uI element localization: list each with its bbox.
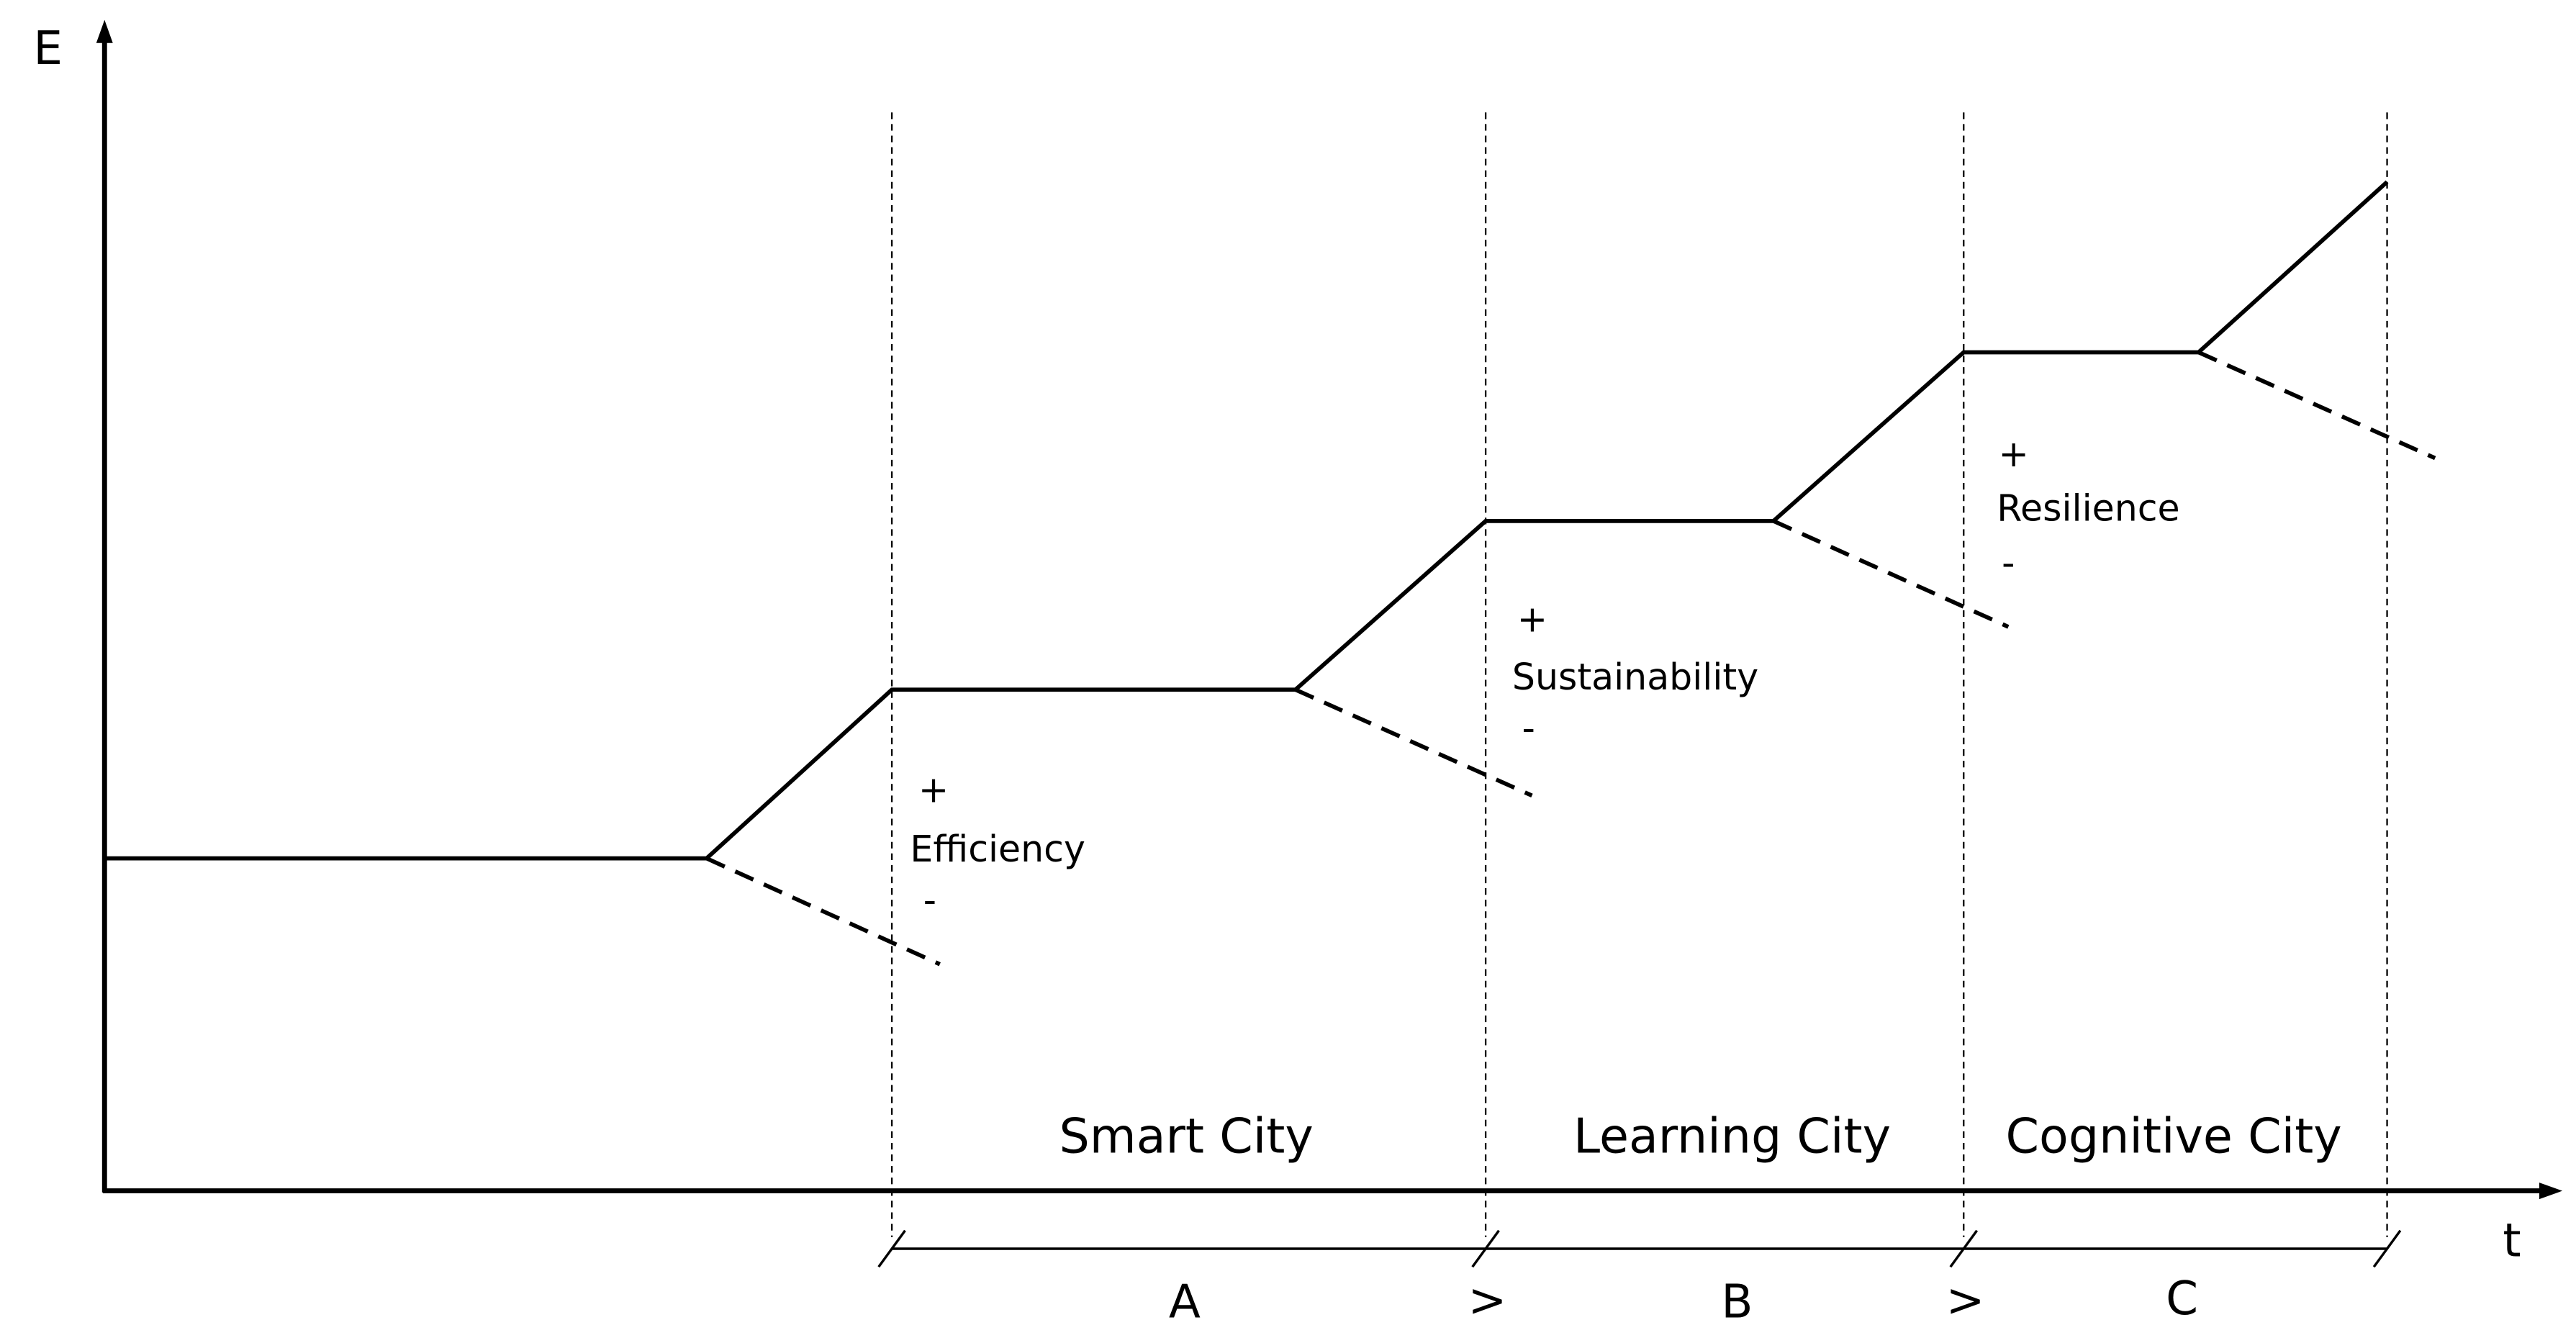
separator: > xyxy=(1946,1273,1985,1327)
evolution-line xyxy=(104,180,2389,861)
phase-letter: A xyxy=(1169,1275,1201,1329)
annotation-label: Sustainability xyxy=(1512,656,1758,698)
plus-sign: + xyxy=(918,768,949,810)
annotation-label: Resilience xyxy=(1997,487,2179,530)
x-axis-arrow xyxy=(2539,1183,2563,1200)
phase-letter: B xyxy=(1721,1275,1753,1329)
decline-branch xyxy=(1772,519,2010,629)
minus-sign: - xyxy=(923,879,936,921)
x-axis-label: t xyxy=(2503,1214,2521,1268)
bracket-tick xyxy=(1949,1229,1979,1268)
plus-sign: + xyxy=(1517,598,1547,641)
decline-branch xyxy=(2197,350,2436,461)
phase-name: Cognitive City xyxy=(2006,1108,2342,1164)
bracket-tick xyxy=(2372,1229,2402,1268)
phase-name: Learning City xyxy=(1573,1108,1891,1164)
phase-letter: C xyxy=(2166,1272,2198,1326)
minus-sign: - xyxy=(1522,707,1535,749)
plus-sign: + xyxy=(1999,433,2029,475)
y-axis-arrow xyxy=(96,19,113,43)
bracket-tick xyxy=(877,1229,906,1268)
minus-sign: - xyxy=(2002,541,2015,584)
decline-branch xyxy=(705,856,941,967)
bracket-tick xyxy=(1471,1229,1500,1268)
separator: > xyxy=(1468,1273,1506,1327)
annotation-label: Efficiency xyxy=(910,828,1085,870)
phase-name: Smart City xyxy=(1059,1108,1314,1164)
decline-branch xyxy=(1294,687,1533,797)
y-axis-label: E xyxy=(33,22,63,76)
